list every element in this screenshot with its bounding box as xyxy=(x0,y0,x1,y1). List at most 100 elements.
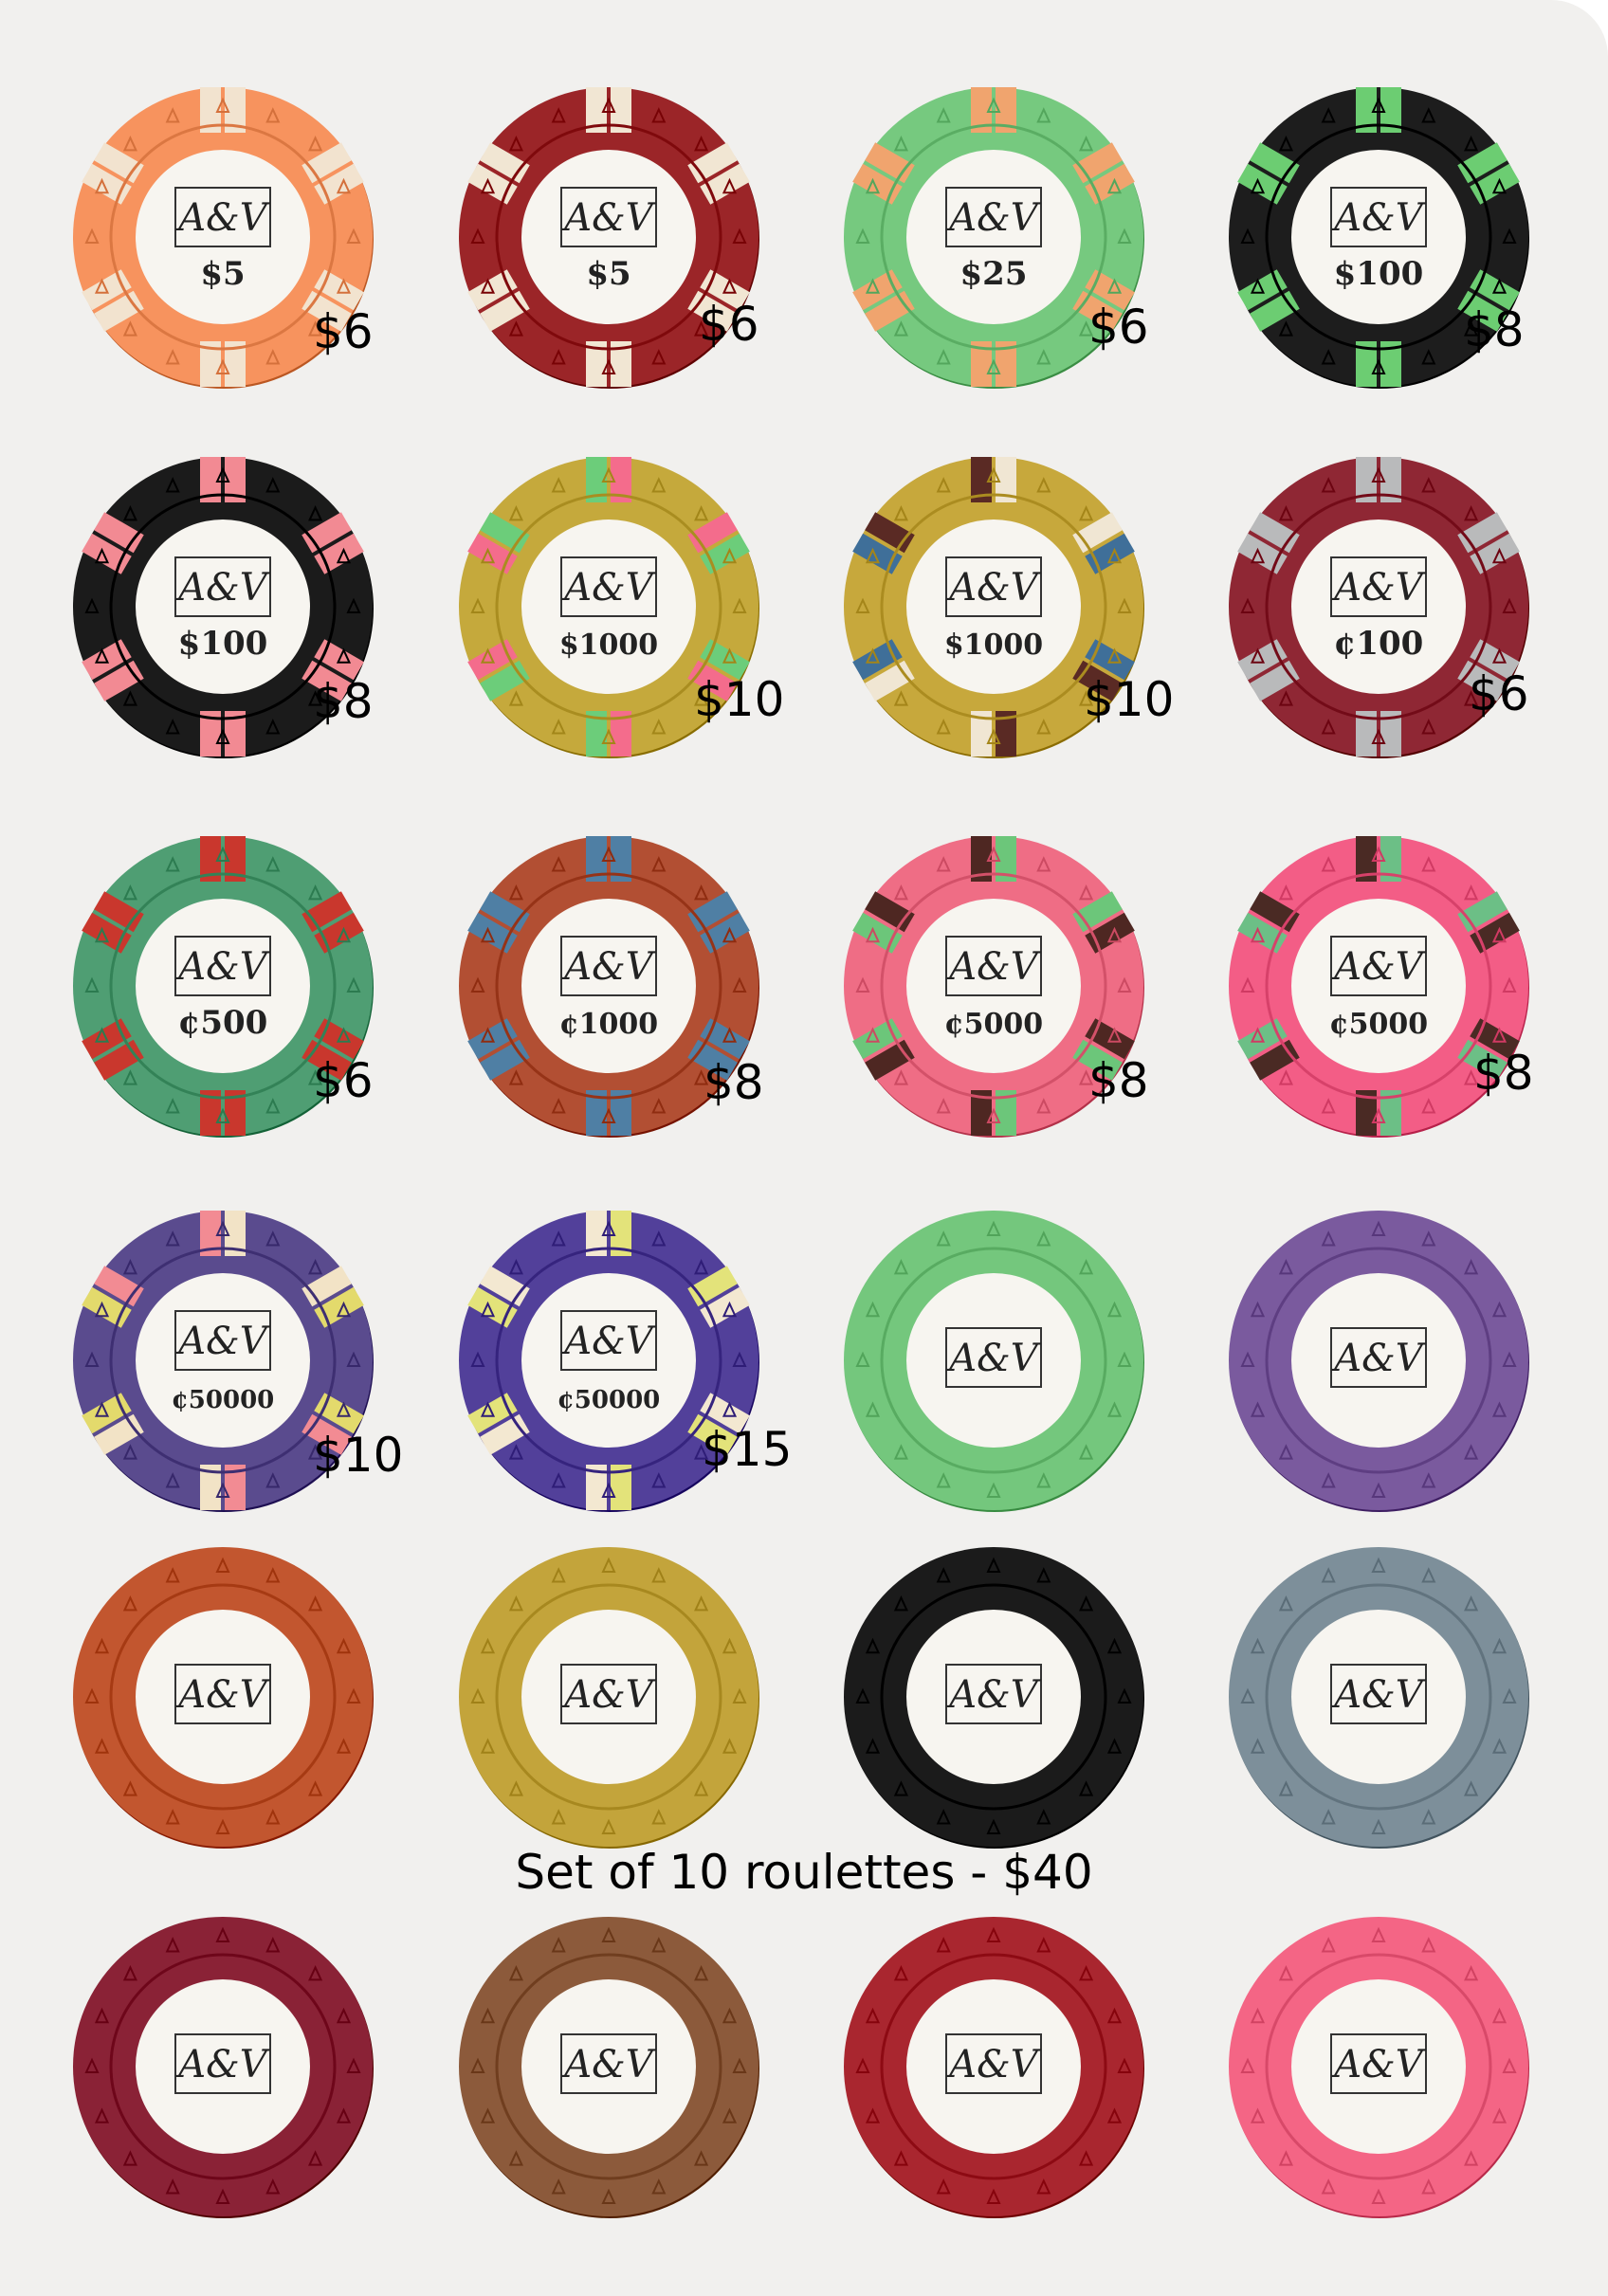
logo-frame xyxy=(1330,187,1427,247)
horse-head-emboss-icon xyxy=(1250,926,1266,943)
edge-insert xyxy=(1356,457,1401,502)
horse-head-emboss-icon xyxy=(1106,1637,1123,1654)
chip-inlay xyxy=(906,1979,1081,2154)
horse-head-emboss-icon xyxy=(855,1351,870,1367)
chip-logo: A&V xyxy=(1330,945,1426,989)
horse-head-emboss-icon xyxy=(122,1069,137,1085)
horse-head-emboss-icon xyxy=(1371,1818,1386,1834)
edge-insert xyxy=(971,1090,1016,1136)
horse-head-emboss-icon xyxy=(336,1027,352,1043)
horse-head-emboss-icon xyxy=(1036,856,1051,872)
horse-head-emboss-icon xyxy=(865,2007,881,2024)
horse-head-emboss-icon xyxy=(1371,1482,1386,1498)
horse-head-emboss-icon xyxy=(1036,1937,1051,1953)
edge-insert xyxy=(586,711,631,756)
horse-head-emboss-icon xyxy=(936,477,951,493)
horse-head-emboss-icon xyxy=(1106,926,1123,943)
horse-head-emboss-icon xyxy=(1491,2007,1508,2024)
chip-logo: A&V xyxy=(945,945,1041,989)
embossed-ring xyxy=(880,1583,1107,1811)
chip-logo: A&V xyxy=(174,945,270,989)
horse-head-emboss-icon xyxy=(122,1259,137,1275)
horse-head-emboss-icon xyxy=(1371,1926,1386,1942)
horse-head-emboss-icon xyxy=(122,505,137,521)
horse-head-emboss-icon xyxy=(722,1301,738,1318)
poker-chip: A&V $25 xyxy=(842,85,1145,389)
sheet-rounded-corner xyxy=(1551,0,1608,57)
horse-head-emboss-icon xyxy=(215,358,230,374)
horse-head-emboss-icon xyxy=(1502,2057,1517,2073)
horse-head-emboss-icon xyxy=(265,107,281,123)
chip-denomination: $5 xyxy=(586,255,630,293)
horse-head-emboss-icon xyxy=(936,107,951,123)
horse-head-emboss-icon xyxy=(651,1937,667,1953)
horse-head-emboss-icon xyxy=(694,1259,709,1275)
horse-head-emboss-icon xyxy=(732,597,747,613)
horse-head-emboss-icon xyxy=(84,1687,100,1704)
horse-head-emboss-icon xyxy=(601,97,616,113)
chip-logo: A&V xyxy=(174,2043,270,2086)
embossed-ring xyxy=(1265,493,1492,720)
horse-head-emboss-icon xyxy=(1117,976,1132,993)
horse-head-emboss-icon xyxy=(508,1965,523,1981)
horse-head-emboss-icon xyxy=(551,719,566,735)
chip-inlay xyxy=(136,1610,310,1784)
poker-chip: A&V xyxy=(1227,1209,1530,1512)
horse-head-emboss-icon xyxy=(336,2007,352,2024)
chip-denomination: $5 xyxy=(200,255,245,293)
horse-head-emboss-icon xyxy=(122,320,137,337)
horse-head-emboss-icon xyxy=(1421,856,1436,872)
horse-head-emboss-icon xyxy=(165,1937,180,1953)
horse-head-emboss-icon xyxy=(651,1098,667,1114)
embossed-ring xyxy=(495,1583,722,1811)
horse-head-emboss-icon xyxy=(346,228,361,244)
poker-chip: A&V xyxy=(1227,1915,1530,2218)
poker-chip: A&V ¢50000 xyxy=(457,1209,760,1512)
horse-head-emboss-icon xyxy=(346,1351,361,1367)
edge-insert xyxy=(971,457,1016,502)
horse-head-emboss-icon xyxy=(865,1027,881,1043)
horse-head-emboss-icon xyxy=(165,1809,180,1825)
chip-denomination: $1000 xyxy=(944,629,1043,662)
horse-head-emboss-icon xyxy=(551,1230,566,1247)
horse-head-emboss-icon xyxy=(336,2107,352,2123)
horse-head-emboss-icon xyxy=(480,278,496,294)
horse-head-emboss-icon xyxy=(722,2007,738,2024)
chip-logo: A&V xyxy=(174,196,270,240)
horse-head-emboss-icon xyxy=(308,690,323,706)
horse-head-emboss-icon xyxy=(1321,1937,1336,1953)
horse-head-emboss-icon xyxy=(601,1818,616,1834)
horse-head-emboss-icon xyxy=(1250,547,1266,564)
horse-head-emboss-icon xyxy=(722,278,738,294)
chip-inlay xyxy=(136,519,310,694)
horse-head-emboss-icon xyxy=(893,136,908,152)
poker-chip: A&V ¢500 xyxy=(71,834,375,1138)
horse-head-emboss-icon xyxy=(601,1107,616,1123)
chip-price: $6 xyxy=(313,1053,374,1108)
horse-head-emboss-icon xyxy=(1421,107,1436,123)
horse-head-emboss-icon xyxy=(1079,1780,1094,1796)
horse-head-emboss-icon xyxy=(1240,976,1255,993)
horse-head-emboss-icon xyxy=(308,1595,323,1612)
horse-head-emboss-icon xyxy=(1036,1472,1051,1488)
horse-head-emboss-icon xyxy=(1079,1259,1094,1275)
horse-head-emboss-icon xyxy=(165,2178,180,2195)
horse-head-emboss-icon xyxy=(508,1069,523,1085)
horse-head-emboss-icon xyxy=(336,1401,352,1417)
horse-head-emboss-icon xyxy=(1106,1301,1123,1318)
horse-head-emboss-icon xyxy=(308,1780,323,1796)
edge-insert xyxy=(971,341,1016,387)
logo-frame xyxy=(1330,1664,1427,1724)
horse-head-emboss-icon xyxy=(480,1738,496,1754)
embossed-ring xyxy=(495,123,722,351)
horse-head-emboss-icon xyxy=(1079,1965,1094,1981)
chip-logo: A&V xyxy=(1330,1337,1426,1380)
horse-head-emboss-icon xyxy=(1250,278,1266,294)
chip-price: $8 xyxy=(1088,1053,1149,1108)
chip-graphic: A&V xyxy=(73,1547,374,1849)
edge-insert xyxy=(200,457,246,502)
logo-frame xyxy=(1330,2033,1427,2094)
horse-head-emboss-icon xyxy=(893,1965,908,1981)
horse-head-emboss-icon xyxy=(722,1027,738,1043)
chip-inlay xyxy=(1291,1979,1466,2154)
